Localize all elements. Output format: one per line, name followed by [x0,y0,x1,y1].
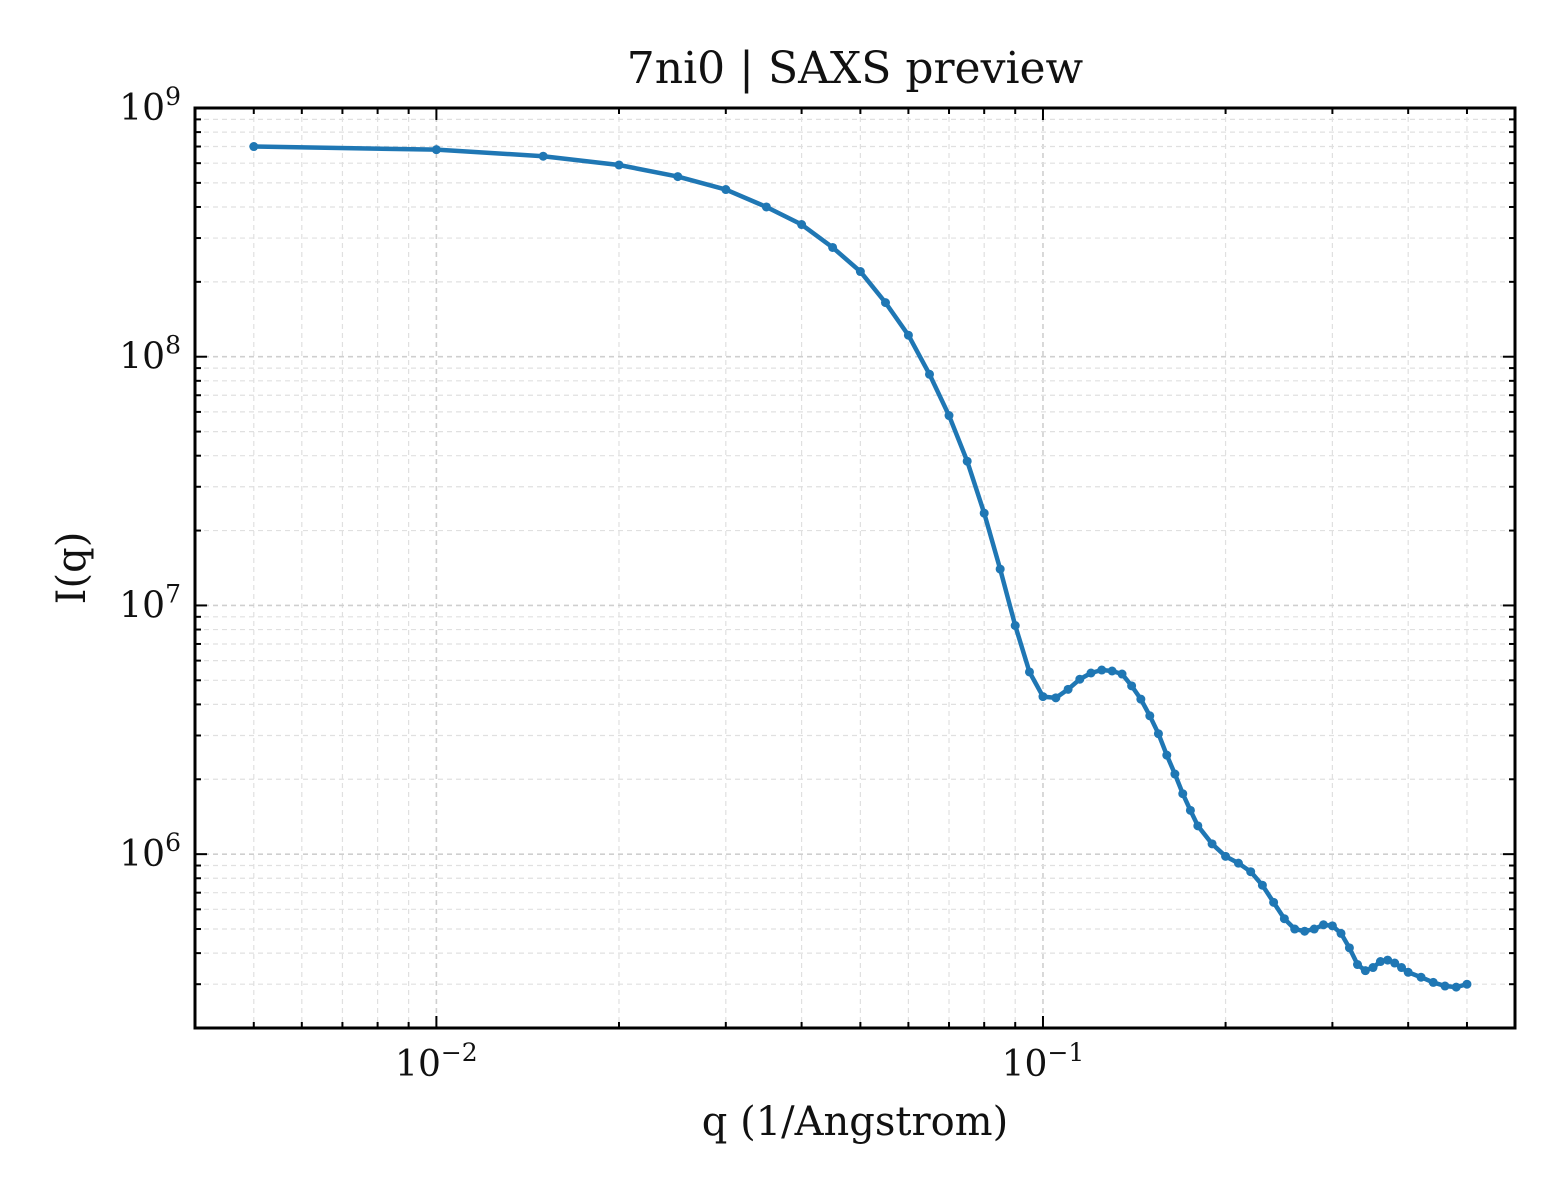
data-point [1353,960,1363,970]
data-point [431,145,441,155]
data-point [1428,977,1438,987]
grid-layer [194,107,1515,1029]
data-point [880,298,890,308]
y-axis-label: I(q) [49,532,95,605]
data-point [1440,981,1450,991]
y-tick-label: 107 [119,579,181,626]
data-point [761,202,771,212]
data-point [1051,693,1061,703]
data-point [1300,926,1310,936]
data-point [1390,958,1400,968]
series-layer [249,142,1472,992]
data-point [1279,914,1289,924]
data-point [1221,851,1231,861]
data-point [1107,666,1117,676]
data-point [1368,963,1378,973]
data-point [1383,955,1393,965]
data-point [1010,621,1020,631]
data-point [1375,957,1385,967]
data-point [673,172,683,182]
data-point [1360,966,1370,976]
data-point [249,142,259,152]
data-point [828,242,838,252]
chart-title: 7ni0 | SAXS preview [627,43,1084,94]
data-point [1153,729,1163,739]
data-point [1344,943,1354,953]
data-point [903,330,913,340]
data-point [995,564,1005,574]
data-point [1170,769,1180,779]
data-point [1257,880,1267,890]
data-point [1462,979,1472,989]
plot-frame [193,106,1517,1030]
x-axis-label: q (1/Angstrom) [702,1099,1008,1145]
data-point [1075,674,1085,684]
data-point [1309,924,1319,934]
y-tick-label: 108 [119,331,181,378]
data-point [1318,920,1328,930]
data-point [1193,821,1203,831]
data-point [855,267,865,277]
data-point [1117,669,1127,679]
data-point [797,220,807,230]
y-tick-label: 109 [119,82,181,129]
data-point [1185,805,1195,815]
data-point [1327,921,1337,931]
data-point [1246,867,1256,877]
data-point [1145,711,1155,721]
x-tick-label: 10−1 [1002,1038,1085,1085]
data-point [721,185,731,195]
data-point [1097,665,1107,675]
x-tick-label: 10−2 [395,1038,478,1085]
data-point [1233,858,1243,868]
data-point [614,160,624,170]
data-point [1127,681,1137,691]
data-point [1403,967,1413,977]
data-point [924,369,934,379]
tick-layer [194,107,1515,1029]
data-point [1136,694,1146,704]
data-point [1397,963,1407,973]
data-point [1063,684,1073,694]
ticklabel-layer: 10−2 10−1 106 107 108 109 [119,82,1084,1085]
data-point [1290,924,1300,934]
data-point [1024,667,1034,677]
data-point [1451,982,1461,992]
data-point [1269,897,1279,907]
data-point [538,151,548,161]
data-point [1336,928,1346,938]
data-point [1162,750,1172,760]
data-point [962,456,972,466]
data-point [1416,972,1426,982]
data-point [944,411,954,421]
y-tick-label: 106 [119,828,181,875]
data-point [1207,839,1217,849]
data-point [1086,668,1096,678]
data-point [1178,789,1188,799]
data-point [1038,692,1048,702]
data-point [979,508,989,518]
